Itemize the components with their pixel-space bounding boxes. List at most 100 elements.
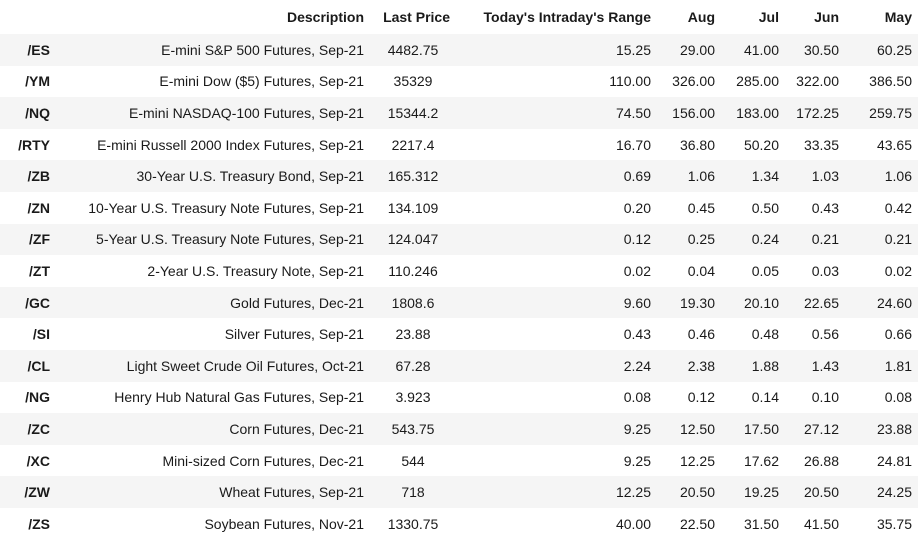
description-cell: 30-Year U.S. Treasury Bond, Sep-21 [136,168,365,185]
description-cell: Gold Futures, Dec-21 [230,294,364,311]
description-cell: Silver Futures, Sep-21 [224,326,364,343]
intraday-range-cell: 9.25 [623,420,651,437]
table-row: /ZB 30-Year U.S. Treasury Bond, Sep-21 165… [0,160,918,192]
jul-cell: 0.05 [751,262,779,279]
symbol-cell: /YM [25,73,50,90]
may-cell: 24.25 [876,484,912,501]
may-cell: 1.06 [884,168,912,185]
intraday-range-cell: 9.25 [623,452,651,469]
symbol-cell: /GC [25,294,50,311]
table-row: /ZS Soybean Futures, Nov-21 1330.75 40.00 22… [0,507,918,540]
jul-cell: 20.10 [743,294,779,311]
last-price-cell: 718 [401,484,425,501]
jun-cell: 22.65 [803,294,839,311]
table-row: /XC Mini-sized Corn Futures, Dec-21 544 9.2… [0,444,918,477]
jul-cell: 183.00 [736,104,779,121]
intraday-range-cell: 0.08 [623,389,651,406]
description-cell: E-mini Dow ($5) Futures, Sep-21 [159,73,364,90]
intraday-range-cell: 0.69 [623,168,651,185]
table-row: /NG Henry Hub Natural Gas Futures, Sep-21… [0,381,918,414]
may-cell: 0.42 [884,199,912,216]
header-may: May [884,9,912,25]
description-cell: Soybean Futures, Nov-21 [204,515,364,532]
jul-cell: 19.25 [743,484,779,501]
jul-cell: 50.20 [743,136,779,153]
may-cell: 0.08 [884,389,912,406]
last-price-cell: 15344.2 [387,104,439,121]
last-price-cell: 4482.75 [387,41,439,58]
intraday-range-cell: 110.00 [609,73,651,90]
symbol-cell: /SI [32,326,50,343]
may-cell: 43.65 [876,136,912,153]
header-jul: Jul [758,9,779,25]
last-price-cell: 110.246 [388,262,438,279]
table-row: /NQ E-mini NASDAQ-100 Futures, Sep-21 1534… [0,97,918,129]
may-cell: 35.75 [876,515,912,532]
description-cell: Light Sweet Crude Oil Futures, Oct-21 [126,357,364,374]
table-row: /RTY E-mini Russell 2000 Index Futures, S… [0,128,918,161]
table-row: /GC Gold Futures, Dec-21 1808.6 9.60 19.30 20… [0,286,918,319]
jul-cell: 0.48 [751,326,779,343]
jul-cell: 285.00 [736,73,779,90]
jul-cell: 0.24 [751,231,779,248]
table-body: /ES E-mini S&P 500 Futures, Sep-21 4482.75… [0,34,918,540]
jun-cell: 1.03 [811,168,839,185]
last-price-cell: 3.923 [395,389,431,406]
aug-cell: 156.00 [672,104,715,121]
symbol-cell: /ZB [27,168,50,185]
may-cell: 24.81 [876,452,912,469]
intraday-range-cell: 0.43 [623,326,651,343]
aug-cell: 0.12 [687,389,715,406]
table-row: /ZC Corn Futures, Dec-21 543.75 9.25 12.50 17… [0,413,918,445]
jun-cell: 26.88 [803,452,839,469]
intraday-range-cell: 12.25 [615,484,651,501]
intraday-range-cell: 16.70 [615,136,651,153]
symbol-cell: /XC [26,452,50,469]
aug-cell: 0.45 [687,199,715,216]
symbol-cell: /ES [27,41,50,58]
header-aug: Aug [687,9,715,25]
description-cell: E-mini NASDAQ-100 Futures, Sep-21 [129,104,364,121]
last-price-cell: 124.047 [387,231,439,248]
aug-cell: 0.25 [687,231,715,248]
table-row: /YM E-mini Dow ($5) Futures, Sep-21 35329 1… [0,65,918,98]
last-price-cell: 134.109 [387,199,439,216]
last-price-cell: 67.28 [395,357,431,374]
header-intraday-range: Today's Intraday's Range [483,9,651,25]
aug-cell: 2.38 [687,357,715,374]
aug-cell: 326.00 [672,73,715,90]
jun-cell: 33.35 [803,136,839,153]
symbol-cell: /NG [25,389,50,406]
description-cell: Corn Futures, Dec-21 [229,420,364,437]
intraday-range-cell: 0.12 [623,231,651,248]
table-row: /SI Silver Futures, Sep-21 23.88 0.43 0.46 0.… [0,318,918,350]
symbol-cell: /ZC [27,420,50,437]
table-row: /CL Light Sweet Crude Oil Futures, Oct-21… [0,349,918,382]
table-row: /ZW Wheat Futures, Sep-21 718 12.25 20.50 19.… [0,476,918,508]
jun-cell: 20.50 [803,484,839,501]
symbol-cell: /ZT [29,262,50,279]
aug-cell: 19.30 [679,294,715,311]
may-cell: 1.81 [884,357,912,374]
aug-cell: 29.00 [679,41,715,58]
jun-cell: 0.21 [811,231,839,248]
jun-cell: 0.56 [811,326,839,343]
last-price-cell: 1808.6 [391,294,435,311]
table-row: /ZF 5-Year U.S. Treasury Note Futures, Se… [0,223,918,256]
may-cell: 23.88 [876,420,912,437]
symbol-cell: /ZW [24,484,50,501]
symbol-cell: /RTY [18,136,50,153]
jun-cell: 1.43 [811,357,839,374]
jul-cell: 41.00 [743,41,779,58]
last-price-cell: 23.88 [395,326,431,343]
jul-cell: 1.88 [751,357,779,374]
jul-cell: 17.50 [743,420,779,437]
jun-cell: 27.12 [803,420,839,437]
description-cell: 2-Year U.S. Treasury Note, Sep-21 [147,262,364,279]
may-cell: 0.66 [884,326,912,343]
last-price-cell: 544 [401,452,425,469]
table-row: /ES E-mini S&P 500 Futures, Sep-21 4482.75… [0,34,918,66]
intraday-range-cell: 15.25 [615,41,651,58]
table-row: /ZN 10-Year U.S. Treasury Note Futures, S… [0,191,918,224]
